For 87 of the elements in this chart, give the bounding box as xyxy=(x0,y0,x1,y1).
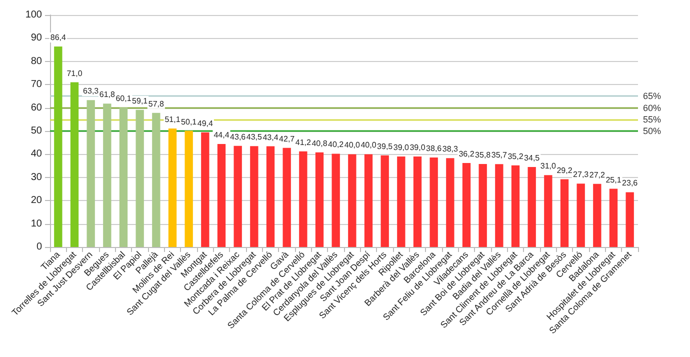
data-label: 40,2 xyxy=(328,140,344,150)
data-label: 59,1 xyxy=(132,96,148,106)
bar xyxy=(70,82,79,247)
data-label: 25,1 xyxy=(606,175,622,184)
bar xyxy=(413,156,422,247)
data-label: 49,4 xyxy=(197,118,214,128)
data-label: 39,0 xyxy=(410,143,426,152)
bar xyxy=(282,148,291,247)
data-label: 34,5 xyxy=(524,153,540,162)
bar xyxy=(299,151,308,247)
bar xyxy=(86,100,95,247)
bar xyxy=(576,184,585,247)
y-tick-label: 0 xyxy=(36,242,42,252)
data-label: 63,3 xyxy=(83,86,100,96)
data-label: 86,4 xyxy=(50,33,66,42)
ref-line-label: 60% xyxy=(643,102,662,113)
data-label: 41,2 xyxy=(295,138,312,147)
y-tick-label: 10 xyxy=(30,218,42,230)
bar xyxy=(168,128,177,247)
data-label: 36,2 xyxy=(458,150,475,159)
bar xyxy=(136,110,144,247)
bar xyxy=(478,164,487,247)
data-label: 31,0 xyxy=(540,162,556,171)
data-label: 57,8 xyxy=(148,99,164,108)
data-label: 44,4 xyxy=(214,130,230,140)
bar xyxy=(332,154,340,247)
data-label: 40,0 xyxy=(344,140,360,150)
bar xyxy=(446,158,454,247)
ref-line-label: 65% xyxy=(643,91,662,102)
data-label: 71,0 xyxy=(66,68,83,78)
ref-line-label: 50% xyxy=(643,126,662,136)
bar xyxy=(250,146,258,247)
data-label: 35,7 xyxy=(491,150,508,160)
y-tick-label: 20 xyxy=(30,195,42,206)
bar xyxy=(201,132,210,247)
bar xyxy=(528,166,536,247)
data-label: 38,6 xyxy=(426,144,442,153)
bar xyxy=(266,146,275,247)
bar xyxy=(380,155,389,247)
data-label: 43,4 xyxy=(262,132,279,142)
data-label: 35,2 xyxy=(508,152,524,161)
data-label: 29,2 xyxy=(556,166,573,175)
y-tick-label: 40 xyxy=(30,148,42,160)
bar xyxy=(430,157,438,247)
data-label: 27,3 xyxy=(573,170,590,180)
y-tick-label: 30 xyxy=(30,172,42,183)
data-label: 40,0 xyxy=(360,140,377,150)
bar xyxy=(593,184,602,247)
bar xyxy=(217,144,226,247)
bar xyxy=(397,156,406,247)
bar xyxy=(315,152,324,247)
data-label: 60,1 xyxy=(116,94,132,104)
y-tick-label: 80 xyxy=(30,56,42,67)
data-label: 39,5 xyxy=(377,142,394,151)
data-label: 39,0 xyxy=(393,143,410,152)
bar xyxy=(152,112,160,247)
data-label: 38,3 xyxy=(442,144,458,154)
data-label: 51,1 xyxy=(164,114,181,124)
data-label: 40,8 xyxy=(312,138,328,148)
y-tick-label: 100 xyxy=(25,10,42,20)
bar xyxy=(544,175,552,247)
y-tick-label: 70 xyxy=(30,79,42,90)
bar xyxy=(103,104,112,247)
data-label: 61,8 xyxy=(99,90,116,100)
y-tick-label: 90 xyxy=(30,32,42,44)
bar xyxy=(626,192,634,247)
data-label: 27,2 xyxy=(589,170,606,180)
bar xyxy=(234,146,242,247)
y-tick-label: 60 xyxy=(30,102,42,114)
data-label: 23,6 xyxy=(622,178,638,188)
data-label: 42,7 xyxy=(279,134,296,144)
bar xyxy=(348,154,356,247)
bar xyxy=(462,163,471,247)
bar xyxy=(54,46,62,247)
data-label: 50,1 xyxy=(181,117,198,126)
data-label: 43,5 xyxy=(246,132,262,142)
data-label: 43,6 xyxy=(230,132,246,142)
bar xyxy=(364,154,373,247)
bar xyxy=(511,165,520,247)
bar xyxy=(609,188,618,247)
bar xyxy=(495,164,504,247)
ref-line-label: 55% xyxy=(643,114,662,124)
bar xyxy=(119,108,128,247)
data-label: 35,8 xyxy=(475,150,492,160)
bar xyxy=(184,130,193,247)
y-tick-label: 50 xyxy=(30,126,42,136)
bar xyxy=(560,179,569,247)
